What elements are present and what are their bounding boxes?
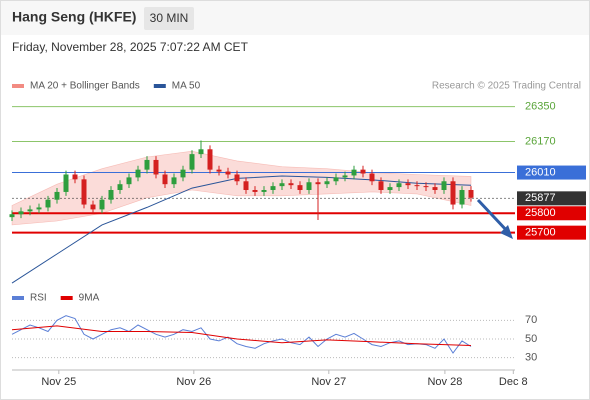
y-tick-label: 70 — [525, 314, 537, 326]
candle-body — [243, 181, 249, 190]
plot: MA 20 + Bollinger Bands MA 50 26350 26170 26… — [9, 81, 586, 388]
candle-body — [225, 171, 231, 175]
candle-body — [153, 159, 159, 175]
candle-body — [459, 190, 465, 205]
title: Hang Seng (HKFE) — [12, 9, 136, 25]
x-tick-label: Nov 27 — [311, 376, 346, 388]
legend-swatch — [153, 84, 166, 88]
header-bar — [1, 1, 589, 35]
interval[interactable]: 30 MIN — [150, 11, 189, 25]
candle-body — [360, 169, 366, 174]
candle-body — [144, 159, 150, 170]
y-tick-label: 50 — [525, 333, 537, 345]
candle-body — [423, 186, 429, 188]
legend-label: MA 20 + Bollinger Bands — [30, 81, 140, 92]
candle-body — [414, 185, 420, 187]
legend-label: 9MA — [79, 293, 100, 304]
candle-body — [450, 181, 456, 205]
legend-label: RSI — [30, 293, 47, 304]
legend-swatch — [12, 296, 24, 300]
candle-body — [54, 191, 60, 200]
legend-label: MA 50 — [172, 81, 201, 92]
candle-body — [378, 181, 384, 190]
candle-body — [252, 190, 258, 192]
candle-body — [63, 174, 69, 192]
candle-body — [90, 204, 96, 210]
arrow-shaft — [476, 198, 510, 234]
candle-body — [369, 173, 375, 182]
candle-body — [432, 187, 438, 190]
candle-body — [108, 190, 114, 200]
candle-body — [180, 169, 186, 178]
candle-body — [324, 181, 330, 185]
candle-body — [9, 214, 15, 218]
candle-body — [99, 199, 105, 210]
source: Research © 2025 Trading Central — [432, 81, 581, 92]
candle-body — [117, 184, 123, 190]
candle-body — [81, 179, 87, 205]
timestamp: Friday, November 28, 2025 7:07:22 AM CET — [12, 40, 249, 54]
candle-body — [126, 177, 132, 185]
y-tick-label: 30 — [525, 352, 537, 364]
indicator-line — [11, 325, 472, 346]
price-label: 26350 — [525, 101, 556, 113]
candle-body — [270, 186, 276, 190]
legend-swatch — [12, 84, 24, 88]
indicator-line — [11, 315, 472, 354]
x-tick-label: Dec 8 — [499, 376, 528, 388]
candle-body — [297, 185, 303, 190]
candle-body — [45, 199, 51, 208]
arrow-head — [500, 225, 513, 239]
price-label-box — [517, 206, 586, 221]
candle-body — [171, 177, 177, 185]
candle-body — [315, 182, 321, 185]
price-label-box — [517, 225, 586, 240]
candle-body — [387, 187, 393, 190]
candle-body — [162, 174, 168, 185]
price-label: 25877 — [525, 192, 556, 204]
candle-body — [135, 169, 141, 178]
candle-body — [279, 183, 285, 187]
price-label-box — [517, 165, 586, 180]
candle-body — [288, 183, 294, 186]
candle-body — [234, 174, 240, 182]
candle-body — [72, 174, 78, 180]
candle-body — [441, 181, 447, 190]
price-label: 26010 — [525, 166, 556, 178]
bollinger-band — [11, 150, 472, 226]
candle-body — [333, 177, 339, 182]
price-label: 25700 — [525, 227, 556, 239]
legend-swatch — [60, 296, 73, 300]
candle-body — [468, 190, 474, 198]
interval-box[interactable] — [144, 7, 194, 30]
candle-body — [198, 149, 204, 155]
candle-body — [27, 209, 33, 212]
price-label: 25800 — [525, 207, 556, 219]
price-label-box — [517, 191, 586, 206]
candle-body — [189, 154, 195, 170]
x-tick-label: Nov 28 — [427, 376, 462, 388]
candle-body — [216, 169, 222, 172]
candle-body — [207, 149, 213, 170]
candle-body — [261, 190, 267, 192]
candle-body — [405, 183, 411, 186]
candle-body — [396, 183, 402, 188]
x-tick-label: Nov 26 — [176, 376, 211, 388]
candle-body — [306, 182, 312, 190]
candle-body — [342, 175, 348, 178]
candle-body — [36, 207, 42, 210]
candle-body — [351, 169, 357, 176]
price-label: 26170 — [525, 135, 556, 147]
candle-body — [18, 211, 24, 215]
x-tick-label: Nov 25 — [41, 376, 76, 388]
